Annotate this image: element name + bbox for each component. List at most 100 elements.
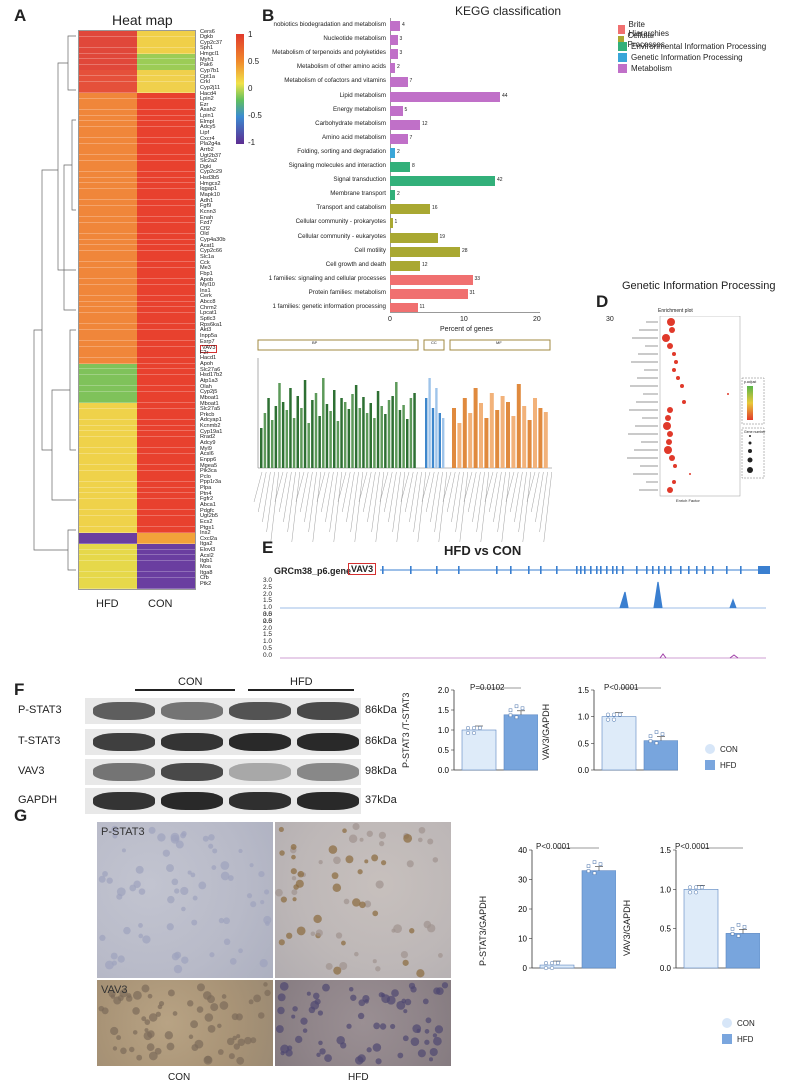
nucleus xyxy=(275,888,283,897)
legend-environmental: Environmental Information Processing xyxy=(618,42,788,51)
legend-brite: Brite Hierarchies xyxy=(618,20,671,38)
y-tick-label: 0 xyxy=(523,964,528,973)
kegg-row: Metabolism of other amino acids 2 xyxy=(0,60,791,74)
heat-cell xyxy=(137,250,195,257)
nucleus xyxy=(146,1043,155,1052)
heat-cell xyxy=(79,98,137,105)
bar xyxy=(503,714,538,771)
nucleus xyxy=(226,1037,235,1046)
nucleus xyxy=(111,960,117,966)
heat-cell xyxy=(137,70,195,77)
kegg-label: Membrane transport xyxy=(330,190,386,198)
heat-cell xyxy=(137,149,195,156)
exon xyxy=(496,566,498,574)
heat-cell xyxy=(79,36,137,43)
go-bar-bp xyxy=(314,393,318,468)
nucleus xyxy=(286,932,293,939)
heat-cell xyxy=(79,200,137,206)
blot-label: VAV3 xyxy=(18,765,45,777)
bar xyxy=(601,716,637,771)
legend-swatch xyxy=(722,1018,732,1028)
heat-cell xyxy=(79,115,137,122)
nucleus xyxy=(357,1012,365,1020)
gene-label: Dgki xyxy=(200,163,212,170)
blot-group-line xyxy=(135,689,235,691)
heat-cell xyxy=(79,515,137,522)
gene-label: Mboat1 xyxy=(200,400,219,407)
heat-cell xyxy=(79,403,137,409)
heat-cell xyxy=(79,543,137,550)
exon xyxy=(576,566,578,574)
gene-label: Cxcr4 xyxy=(200,135,215,142)
nucleus xyxy=(170,832,180,842)
gene-label: Lpcat1 xyxy=(200,310,217,317)
nucleus xyxy=(348,986,354,992)
gene-label: Moa xyxy=(200,563,211,570)
heat-cell xyxy=(79,301,137,308)
go-bar-bp xyxy=(395,382,398,468)
go-bar-mf xyxy=(527,420,532,468)
heat-cell xyxy=(79,104,137,111)
nucleus xyxy=(293,884,299,890)
nucleus xyxy=(209,952,215,958)
nucleus xyxy=(352,822,360,831)
kegg-bar xyxy=(390,63,395,74)
heat-cell xyxy=(79,307,137,314)
gene-label: Hmgcl1 xyxy=(200,51,219,58)
track-gene-name: VAV3 xyxy=(348,563,377,575)
kegg-label: 1 families: signaling and cellular proce… xyxy=(268,274,386,282)
nucleus xyxy=(342,828,347,834)
heat-cell xyxy=(137,47,195,54)
nucleus xyxy=(352,898,361,907)
nucleus xyxy=(172,1011,178,1016)
heat-cell xyxy=(79,374,137,381)
legend-con-g: CON xyxy=(722,1018,755,1028)
go-bar-mf xyxy=(484,418,489,468)
heat-cell xyxy=(137,290,195,297)
kegg-value: 4 xyxy=(402,22,405,28)
heat-cell xyxy=(137,543,195,550)
ytick: 1.5 xyxy=(263,631,273,639)
go-term-label xyxy=(388,471,397,523)
nucleus xyxy=(164,1031,174,1040)
gene-label: Asah2 xyxy=(200,107,216,114)
heat-cell xyxy=(79,414,137,421)
heat-cell xyxy=(79,59,137,66)
data-point xyxy=(660,732,665,736)
heat-cell xyxy=(79,577,137,584)
blot-group-hfd: HFD xyxy=(290,676,313,688)
enrichment-dot xyxy=(673,464,677,468)
kegg-row: Cellular community - eukaryotes 19 xyxy=(0,230,791,244)
kegg-xtick: 30 xyxy=(606,316,614,323)
nucleus xyxy=(144,1028,149,1033)
y-tick-label: 30 xyxy=(518,876,527,885)
ytick: 0.0 xyxy=(263,651,273,659)
bar xyxy=(643,740,678,771)
go-bar-bp xyxy=(322,378,325,468)
go-bar-bp xyxy=(387,400,391,468)
heat-cell xyxy=(137,465,195,471)
gene-label: Ugt2b37 xyxy=(200,152,222,159)
heat-cell xyxy=(79,549,137,556)
enrichment-dot xyxy=(674,360,678,364)
heat-cell xyxy=(79,465,137,471)
kegg-label: Protein families: metabolism xyxy=(308,288,386,296)
nucleus xyxy=(154,1047,162,1055)
heat-cell xyxy=(79,386,137,392)
go-term-label xyxy=(417,471,426,543)
nucleus xyxy=(191,1044,199,1051)
heat-cell xyxy=(79,109,137,116)
kegg-label: Transport and catabolism xyxy=(316,204,386,212)
kegg-row: 1 families: signaling and cellular proce… xyxy=(0,272,791,286)
legend-hfd: HFD xyxy=(705,760,736,770)
track-yticks-bottom: 3.0 2.5 2.0 1.5 1.0 0.5 0.0 xyxy=(263,611,273,660)
heat-cell xyxy=(137,115,195,122)
heat-cell xyxy=(137,211,195,218)
heat-cell xyxy=(137,93,195,99)
enrichment-dot xyxy=(667,407,673,413)
nucleus xyxy=(423,920,432,929)
nucleus xyxy=(173,964,183,974)
data-point xyxy=(514,715,519,720)
exon xyxy=(726,566,728,574)
nucleus xyxy=(157,1004,163,1010)
